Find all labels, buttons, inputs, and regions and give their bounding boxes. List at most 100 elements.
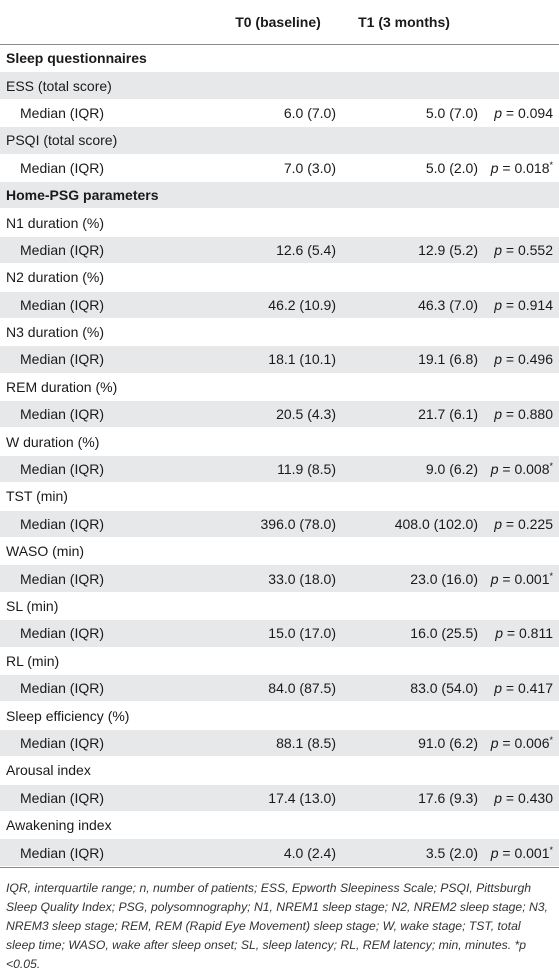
row-label: Median (IQR)	[20, 461, 105, 478]
p-value: = 0.001	[498, 844, 550, 861]
cell-pvalue: p = 0.811	[478, 625, 559, 641]
table-row: Median (IQR) 17.4 (13.0) 17.6 (9.3) p = 0.4…	[0, 784, 559, 812]
cell-t0: 15.0 (17.0)	[268, 625, 336, 642]
parameter-row: WASO (min)	[0, 538, 559, 566]
table-row: Median (IQR) 46.2 (10.9) 46.3 (7.0) p = 0.9…	[0, 291, 559, 319]
cell-t1: 23.0 (16.0)	[410, 570, 478, 587]
cell-t0: 12.6 (5.4)	[276, 241, 336, 258]
p-symbol: p	[490, 461, 499, 478]
row-label: Median (IQR)	[20, 241, 105, 258]
significance-marker: *	[549, 734, 553, 745]
p-symbol: p	[494, 680, 502, 697]
table-row: Median (IQR) 88.1 (8.5) 91.0 (6.2) p = 0.00…	[0, 729, 559, 758]
significance-marker: *	[549, 844, 553, 855]
significance-marker: *	[549, 159, 553, 170]
p-symbol: p	[494, 351, 502, 368]
cell-t0: 33.0 (18.0)	[268, 570, 336, 587]
table-row: Median (IQR) 7.0 (3.0) 5.0 (2.0) p = 0.018*	[0, 155, 559, 182]
p-symbol: p	[490, 844, 499, 861]
cell-t0: 46.2 (10.9)	[268, 296, 336, 313]
cell-pvalue: p = 0.496	[478, 351, 559, 367]
row-label: RL (min)	[6, 652, 60, 669]
row-label: REM duration (%)	[6, 378, 118, 395]
table-row: Median (IQR) 11.9 (8.5) 9.0 (6.2) p = 0.008…	[0, 455, 559, 484]
cell-pvalue: p = 0.417	[478, 680, 559, 696]
cell-t0: 11.9 (8.5)	[277, 461, 336, 478]
p-value: = 0.006	[498, 734, 550, 751]
row-label: Median (IQR)	[20, 159, 105, 176]
cell-t1: 9.0 (6.2)	[425, 461, 478, 478]
p-value: = 0.001	[498, 570, 550, 587]
cell-t0: 4.0 (2.4)	[283, 844, 336, 861]
row-label: Median (IQR)	[20, 844, 105, 861]
table-row: Median (IQR) 4.0 (2.4) 3.5 (2.0) p = 0.001*	[0, 839, 559, 867]
row-label: Sleep efficiency (%)	[6, 707, 130, 724]
p-value: = 0.225	[502, 515, 553, 532]
cell-pvalue: p = 0.001*	[478, 571, 559, 587]
row-label: TST (min)	[6, 488, 68, 505]
table-body: Sleep questionnaires ESS (total score) Med…	[0, 45, 559, 867]
cell-t1: 408.0 (102.0)	[394, 515, 478, 532]
cell-t0: 88.1 (8.5)	[276, 734, 336, 751]
cell-t0: 20.5 (4.3)	[276, 406, 336, 423]
table-row: Median (IQR) 12.6 (5.4) 12.9 (5.2) p = 0.55…	[0, 236, 559, 265]
p-symbol: p	[494, 406, 502, 423]
cell-t1: 21.7 (6.1)	[418, 406, 478, 423]
row-label: Median (IQR)	[20, 104, 105, 121]
parameter-row: TST (min)	[0, 483, 559, 511]
p-symbol: p	[495, 625, 504, 642]
p-symbol: p	[494, 241, 502, 258]
row-label: N3 duration (%)	[6, 324, 105, 341]
cell-pvalue: p = 0.006*	[478, 735, 559, 751]
section-row: Home-PSG parameters	[0, 181, 559, 210]
row-label: Arousal index	[6, 762, 91, 779]
row-label: N2 duration (%)	[6, 269, 105, 286]
table-row: Median (IQR) 84.0 (87.5) 83.0 (54.0) p = 0.…	[0, 674, 559, 703]
p-value: = 0.008	[498, 461, 550, 478]
significance-marker: *	[549, 461, 553, 472]
parameter-row: N1 duration (%)	[0, 209, 559, 237]
header-col-t0: T0 (baseline)	[235, 14, 321, 30]
parameter-row: PSQI (total score)	[0, 127, 559, 155]
table-row: Median (IQR) 15.0 (17.0) 16.0 (25.5) p = 0.…	[0, 620, 559, 648]
table-row: Median (IQR) 33.0 (18.0) 23.0 (16.0) p = 0.…	[0, 565, 559, 593]
table-row: Median (IQR) 18.1 (10.1) 19.1 (6.8) p = 0.4…	[0, 346, 559, 374]
p-value: = 0.880	[502, 406, 553, 423]
p-value: = 0.430	[502, 789, 553, 806]
cell-t1: 5.0 (7.0)	[425, 104, 478, 121]
p-value: = 0.914	[502, 296, 553, 313]
row-label: N1 duration (%)	[6, 214, 105, 231]
cell-t1: 3.5 (2.0)	[425, 844, 478, 861]
cell-t1: 46.3 (7.0)	[418, 296, 478, 313]
p-symbol: p	[490, 734, 499, 751]
row-label: Median (IQR)	[20, 406, 105, 423]
row-label: Median (IQR)	[20, 625, 105, 642]
p-value: = 0.552	[502, 241, 553, 258]
parameter-row: REM duration (%)	[0, 374, 559, 402]
cell-t1: 91.0 (6.2)	[418, 734, 478, 751]
table-row: Median (IQR) 396.0 (78.0) 408.0 (102.0) p =…	[0, 510, 559, 539]
cell-pvalue: p = 0.225	[478, 516, 559, 532]
cell-t1: 5.0 (2.0)	[425, 159, 478, 176]
parameter-row: W duration (%)	[0, 428, 559, 456]
row-label: Median (IQR)	[20, 734, 105, 751]
p-symbol: p	[494, 104, 502, 121]
cell-t1: 19.1 (6.8)	[418, 351, 478, 368]
parameter-row: N3 duration (%)	[0, 319, 559, 347]
row-label: WASO (min)	[6, 543, 85, 560]
parameter-row: Awakening index	[0, 812, 559, 840]
parameter-row: Arousal index	[0, 757, 559, 785]
section-label: Home-PSG parameters	[6, 187, 159, 204]
p-symbol: p	[490, 570, 499, 587]
row-label: Median (IQR)	[20, 680, 105, 697]
table-header: T0 (baseline) T1 (3 months)	[0, 0, 559, 45]
cell-pvalue: p = 0.018*	[478, 160, 559, 176]
row-label: Awakening index	[6, 817, 112, 834]
row-label: SL (min)	[6, 598, 59, 614]
parameter-row: ESS (total score)	[0, 72, 559, 100]
p-value: = 0.496	[502, 351, 553, 368]
p-value: = 0.417	[502, 680, 553, 697]
cell-t0: 6.0 (7.0)	[283, 104, 336, 121]
parameter-row: SL (min)	[0, 593, 559, 621]
